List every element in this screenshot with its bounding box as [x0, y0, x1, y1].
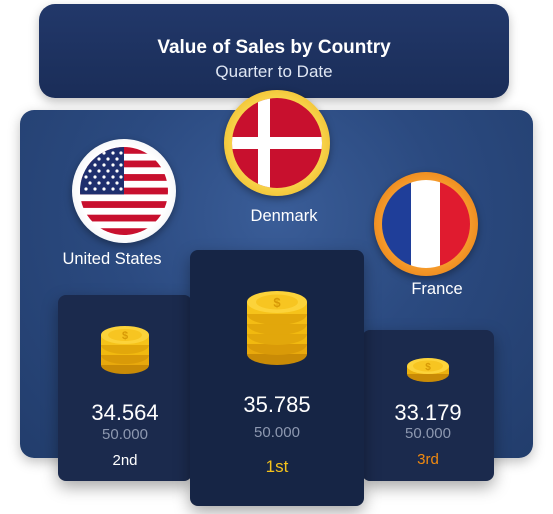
svg-text:$: $: [273, 295, 281, 310]
podium-card-3rd: $ 33.179 50.000 3rd: [362, 330, 494, 481]
sales-target: 50.000: [254, 424, 300, 441]
country-label-denmark: Denmark: [250, 207, 318, 225]
country-label-united-states: United States: [62, 250, 162, 268]
podium-card-1st: $ 35.785 50.000 1st: [190, 250, 364, 506]
rank-label: 3rd: [417, 451, 439, 468]
coin-stack-icon: $: [101, 326, 149, 374]
coin-icon: $: [407, 358, 449, 382]
us-flag-icon: [80, 147, 168, 235]
title-banner: Value of Sales by Country Quarter to Dat…: [39, 4, 509, 98]
france-flag-icon: [382, 180, 470, 268]
sales-value: 34.564: [91, 400, 159, 425]
rank-label: 1st: [265, 457, 289, 476]
rank-label: 2nd: [112, 452, 138, 469]
chart-subtitle: Quarter to Date: [215, 62, 333, 81]
sales-value: 33.179: [394, 400, 462, 425]
svg-text:$: $: [122, 330, 128, 342]
sales-value: 35.785: [243, 392, 311, 417]
sales-target: 50.000: [405, 425, 451, 442]
podium-card-2nd: $ 34.564 50.000 2nd: [58, 295, 192, 481]
sales-target: 50.000: [102, 426, 148, 443]
chart-title: Value of Sales by Country: [157, 37, 391, 58]
country-label-france: France: [411, 280, 463, 298]
svg-text:$: $: [425, 362, 431, 373]
coin-stack-icon: $: [247, 291, 307, 365]
denmark-flag-icon: [232, 98, 322, 188]
